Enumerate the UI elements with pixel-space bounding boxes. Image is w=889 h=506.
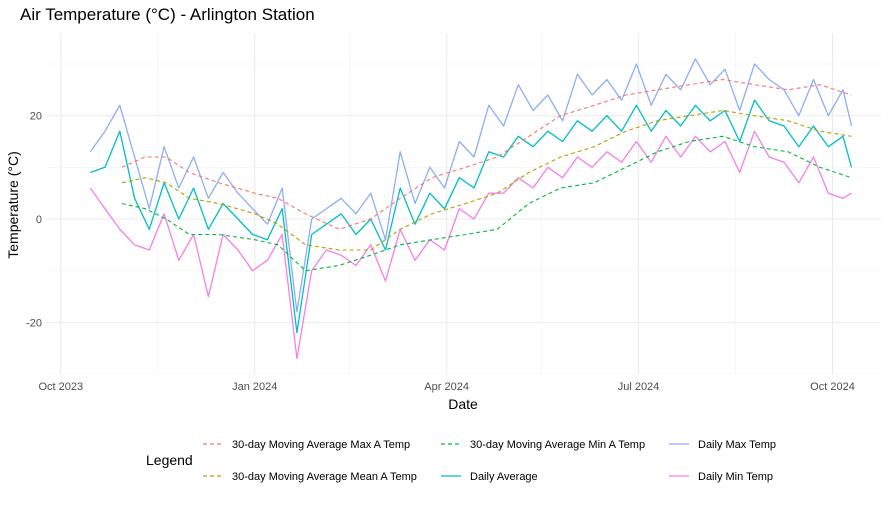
y-tick-label: 20 [30, 111, 42, 123]
legend: Legend 30-day Moving Average Max A Temp 3… [146, 439, 776, 483]
x-tick-label: Apr 2024 [424, 381, 469, 393]
legend-label: Daily Average [470, 471, 538, 483]
y-axis-title: Temperature (°C) [5, 151, 21, 259]
x-tick-label: Jan 2024 [232, 381, 277, 393]
legend-label: Daily Max Temp [698, 439, 776, 451]
x-axis-ticks: Oct 2023 Jan 2024 Apr 2024 Jul 2024 Oct 2024 [38, 381, 854, 393]
legend-label: 30-day Moving Average Min A Temp [470, 439, 645, 451]
legend-label: Daily Min Temp [698, 471, 773, 483]
series-line-daily-max-temp [89, 58, 853, 313]
y-axis-ticks: -20 0 20 [26, 111, 42, 330]
legend-label: 30-day Moving Average Max A Temp [232, 439, 410, 451]
x-axis-title: Date [448, 396, 478, 412]
legend-title: Legend [146, 452, 193, 468]
legend-label: 30-day Moving Average Mean A Temp [232, 471, 417, 483]
x-tick-label: Jul 2024 [618, 381, 660, 393]
series-line-30-day-moving-average-max-a-temp [121, 78, 852, 230]
x-tick-label: Oct 2023 [38, 381, 83, 393]
series-layer [89, 58, 853, 360]
series-line-daily-average [90, 99, 853, 334]
series-line-daily-min-temp [89, 130, 852, 360]
grid [46, 33, 881, 375]
chart-title: Air Temperature (°C) - Arlington Station [20, 5, 315, 24]
series-line-30-day-moving-average-mean-a-temp [121, 109, 852, 251]
x-tick-label: Oct 2024 [810, 381, 855, 393]
series-line-30-day-moving-average-min-a-temp [121, 135, 852, 272]
y-tick-label: -20 [26, 317, 42, 329]
y-tick-label: 0 [36, 214, 42, 226]
